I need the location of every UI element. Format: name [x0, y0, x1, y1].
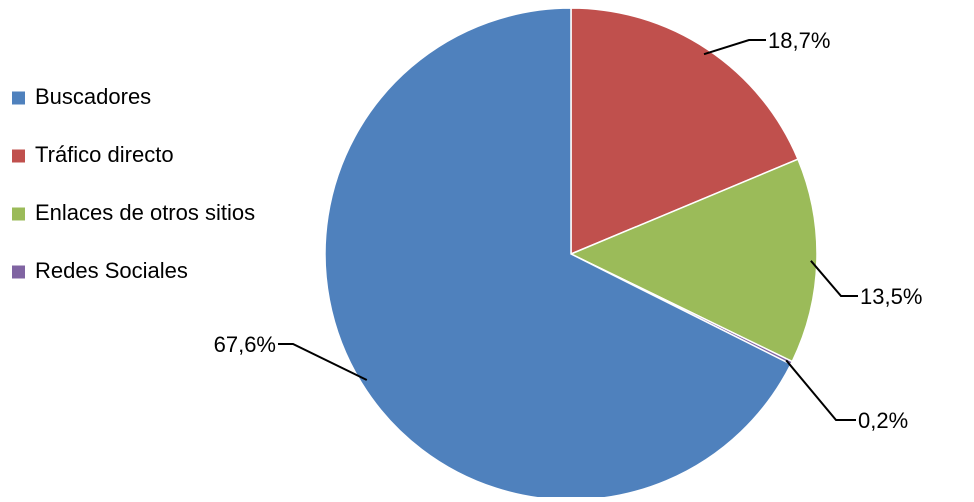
- pie-slice-enlaces-de-otros-sitios: [569, 158, 818, 363]
- data-label-enlaces-de-otros-sitios: 13,5%: [860, 284, 922, 309]
- leader-line-trafico-directo: [703, 39, 766, 56]
- data-label-trafico-directo: 18,7%: [768, 28, 830, 53]
- legend-swatch-enlaces-de-otros-sitios: [12, 207, 25, 221]
- legend-label-buscadores: Buscadores: [35, 84, 151, 109]
- pie-slices: [324, 7, 818, 501]
- leader-line-redes-sociales: [785, 359, 856, 421]
- legend: Buscadores Tráfico directo Enlaces de otro…: [12, 84, 255, 283]
- leader-line-buscadores: [278, 343, 368, 381]
- pie-slice-buscadores: [324, 7, 792, 501]
- legend-label-redes-sociales: Redes Sociales: [35, 258, 188, 283]
- leader-lines: [278, 39, 858, 421]
- legend-item-enlaces-de-otros-sitios: Enlaces de otros sitios: [12, 200, 255, 225]
- data-labels: 18,7% 13,5% 0,2% 67,6%: [214, 28, 923, 433]
- data-label-redes-sociales: 0,2%: [858, 408, 908, 433]
- legend-label-enlaces-de-otros-sitios: Enlaces de otros sitios: [35, 200, 255, 225]
- legend-item-buscadores: Buscadores: [12, 84, 151, 109]
- legend-item-trafico-directo: Tráfico directo: [12, 142, 174, 167]
- data-label-buscadores: 67,6%: [214, 332, 276, 357]
- pie-slice-trafico-directo: [570, 7, 799, 256]
- legend-label-trafico-directo: Tráfico directo: [35, 142, 174, 167]
- legend-swatch-trafico-directo: [12, 149, 25, 163]
- legend-swatch-buscadores: [12, 91, 25, 105]
- legend-item-redes-sociales: Redes Sociales: [12, 258, 188, 283]
- legend-swatch-redes-sociales: [12, 265, 25, 279]
- leader-line-enlaces-de-otros-sitios: [810, 260, 858, 297]
